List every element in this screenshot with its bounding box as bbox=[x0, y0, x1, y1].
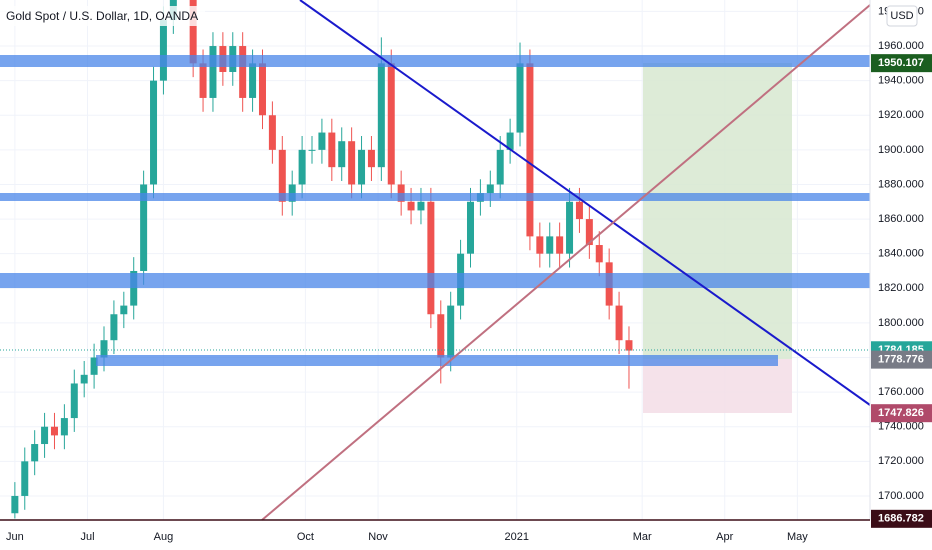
currency: USD bbox=[890, 10, 913, 22]
y-tick-label: 1880.000 bbox=[878, 178, 924, 190]
candle-body bbox=[249, 63, 257, 98]
loss-zone bbox=[643, 359, 792, 413]
candle-body bbox=[239, 46, 247, 98]
price-label: 1686.782 bbox=[878, 513, 924, 525]
candle-body bbox=[506, 132, 514, 150]
candle-body bbox=[209, 46, 217, 98]
candle-body bbox=[31, 444, 39, 462]
chart-title: Gold Spot / U.S. Dollar, 1D, OANDA bbox=[6, 9, 198, 23]
candle-body bbox=[526, 63, 534, 237]
candle-body bbox=[11, 495, 19, 514]
x-tick-label: Nov bbox=[368, 531, 388, 543]
candle-body bbox=[150, 80, 158, 185]
candle-body bbox=[367, 149, 375, 168]
price-label-box bbox=[871, 509, 932, 528]
x-tick-label: Jul bbox=[80, 531, 94, 543]
candle-body bbox=[80, 374, 88, 384]
candle-body bbox=[298, 149, 306, 185]
support-zone bbox=[96, 355, 778, 366]
y-tick-label: 1940.000 bbox=[878, 75, 924, 87]
candle-body bbox=[466, 201, 474, 254]
axes: 1700.0001720.0001740.0001760.0001780.000… bbox=[6, 5, 932, 543]
candle-body bbox=[70, 383, 78, 419]
currency-badge[interactable] bbox=[886, 5, 918, 27]
candle-body bbox=[60, 418, 68, 436]
candle-body bbox=[308, 149, 316, 151]
candle-body bbox=[516, 63, 524, 133]
candle-body bbox=[278, 149, 286, 202]
y-tick-label: 1720.000 bbox=[878, 455, 924, 467]
price-label-box bbox=[871, 350, 932, 369]
candle-body bbox=[556, 236, 564, 254]
candle-body bbox=[486, 184, 494, 194]
candle-body bbox=[50, 426, 58, 436]
y-tick-label: 1860.000 bbox=[878, 213, 924, 225]
candle-body bbox=[575, 201, 583, 220]
candle-body bbox=[595, 245, 603, 263]
candle-body bbox=[348, 141, 356, 185]
candle-body bbox=[189, 0, 197, 64]
candle-body bbox=[387, 63, 395, 185]
y-tick-label: 1840.000 bbox=[878, 248, 924, 260]
x-tick-label: Mar bbox=[633, 531, 652, 543]
price-label: 1778.776 bbox=[878, 354, 924, 366]
x-tick-label: Oct bbox=[297, 531, 314, 543]
down-trendline bbox=[299, 0, 871, 406]
x-tick-label: 2021 bbox=[504, 531, 528, 543]
resistance-zone bbox=[0, 193, 870, 201]
y-tick-label: 1900.000 bbox=[878, 144, 924, 156]
price-label: 1747.826 bbox=[878, 407, 924, 419]
candle-body bbox=[41, 426, 49, 445]
candle-body bbox=[546, 236, 554, 254]
up-trendline bbox=[261, 4, 871, 521]
candle-body bbox=[130, 270, 138, 306]
candle-body bbox=[625, 340, 633, 351]
x-tick-label: Jun bbox=[6, 531, 24, 543]
candle-body bbox=[90, 357, 98, 375]
candle-body bbox=[199, 63, 207, 98]
title-background bbox=[0, 6, 205, 26]
y-tick-label: 1920.000 bbox=[878, 109, 924, 121]
candle-body bbox=[110, 314, 118, 341]
candle-body bbox=[377, 63, 385, 168]
candle-body bbox=[407, 201, 415, 211]
y-tick-label: 1800.000 bbox=[878, 317, 924, 329]
candle-body bbox=[536, 236, 544, 254]
price-label-box bbox=[871, 54, 932, 73]
y-tick-label: 1700.000 bbox=[878, 490, 924, 502]
support-zone bbox=[0, 273, 870, 288]
x-tick-label: May bbox=[787, 531, 808, 543]
candle-body bbox=[615, 305, 623, 341]
candle-body bbox=[566, 201, 574, 254]
candle-body bbox=[268, 115, 276, 150]
candle-body bbox=[120, 305, 128, 315]
y-tick-label: 1740.000 bbox=[878, 421, 924, 433]
price-label-box bbox=[871, 404, 932, 423]
candle-body bbox=[159, 20, 167, 81]
price-label: 1950.107 bbox=[878, 57, 924, 69]
candle-body bbox=[140, 184, 148, 271]
candle-body bbox=[585, 219, 593, 246]
x-tick-label: Aug bbox=[154, 531, 174, 543]
candle-body bbox=[100, 340, 108, 358]
candle-body bbox=[427, 201, 435, 315]
candle-body bbox=[358, 149, 366, 185]
candle-body bbox=[318, 132, 326, 150]
profit-zone bbox=[643, 63, 792, 359]
candle-body bbox=[328, 132, 336, 168]
candle-body bbox=[437, 314, 445, 358]
y-tick-label: 1960.000 bbox=[878, 40, 924, 52]
resistance-zone bbox=[0, 55, 870, 67]
candle-body bbox=[258, 63, 266, 116]
y-tick-label: 1820.000 bbox=[878, 282, 924, 294]
candle-body bbox=[417, 201, 425, 211]
x-tick-label: Apr bbox=[716, 531, 733, 543]
candles bbox=[11, 0, 633, 519]
candle-body bbox=[447, 305, 455, 358]
candle-body bbox=[496, 149, 504, 185]
y-tick-label: 1760.000 bbox=[878, 386, 924, 398]
candle-body bbox=[338, 141, 346, 168]
candle-body bbox=[21, 461, 29, 496]
